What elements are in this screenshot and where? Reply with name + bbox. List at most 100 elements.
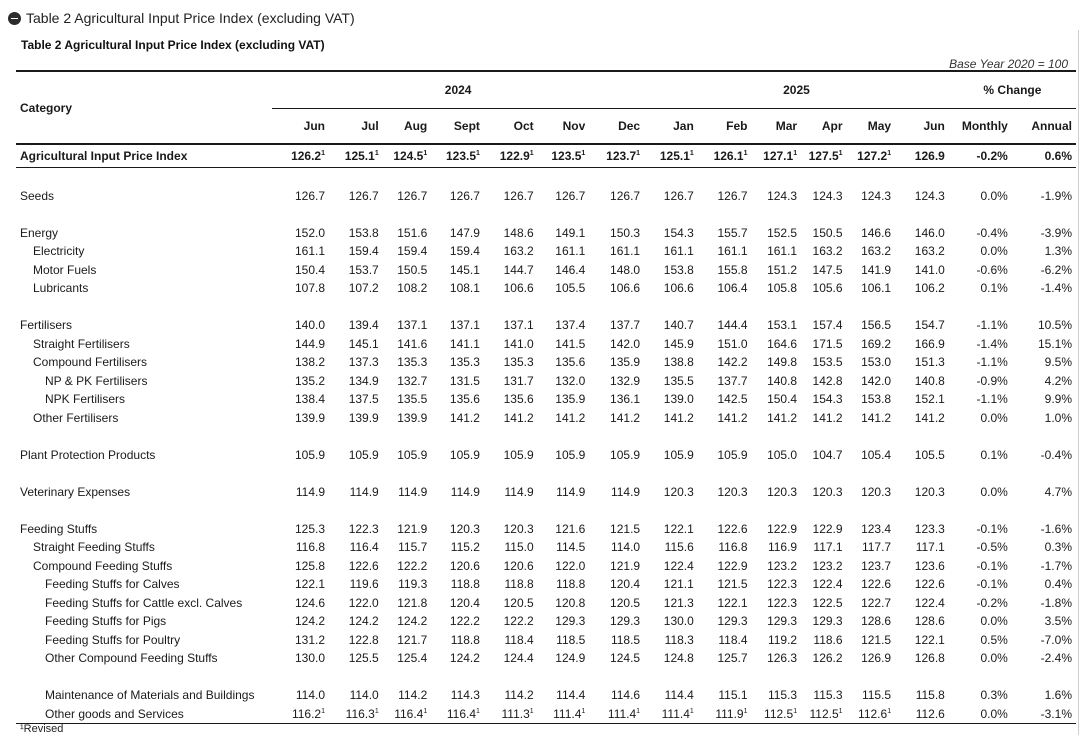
index-value: 123.7 — [861, 558, 892, 573]
index-value: 154.7 — [914, 318, 945, 333]
index-value: 132.9 — [610, 373, 641, 388]
index-value: 115.5 — [861, 688, 892, 703]
index-value: 123.2 — [812, 558, 843, 573]
index-value: 105.4 — [861, 447, 892, 462]
index-value: 126.7 — [348, 188, 379, 203]
index-value: 141.2 — [503, 410, 534, 425]
index-value: 124.9 — [555, 651, 586, 666]
index-value: 122.4 — [812, 577, 843, 592]
index-value: 140.8 — [914, 373, 945, 388]
index-value: 138.4 — [294, 392, 325, 407]
spacer-cell — [16, 427, 1076, 446]
index-value: 125.7 — [717, 651, 748, 666]
index-value: 116.41 — [382, 704, 432, 724]
index-value: 140.8 — [767, 373, 798, 388]
index-value: 141.2 — [610, 410, 641, 425]
index-value: 124.5 — [610, 651, 641, 666]
index-value: 122.2 — [503, 614, 534, 629]
index-value: 121.9 — [610, 558, 641, 573]
index-value: 121.7 — [397, 632, 428, 647]
index-value: 105.6 — [812, 281, 843, 296]
index-value: 108.1 — [449, 281, 480, 296]
spacer-cell — [16, 298, 1076, 317]
index-value: 137.1 — [397, 318, 428, 333]
table-row: Feeding Stuffs for Poultry 131.2 122.8 121.… — [16, 631, 1076, 650]
index-value: 124.3 — [861, 188, 892, 203]
month-header: Apr — [821, 119, 843, 133]
index-value: 122.8 — [348, 632, 379, 647]
annual-change: -0.4% — [1040, 447, 1072, 462]
index-value: 124.8 — [663, 651, 694, 666]
annual-change: 4.7% — [1044, 484, 1072, 499]
index-value: 120.3 — [861, 484, 892, 499]
monthly-header: Monthly — [961, 119, 1008, 133]
index-value: 135.6 — [449, 392, 480, 407]
collapse-icon[interactable] — [8, 11, 21, 25]
index-value: 126.7 — [610, 188, 641, 203]
index-value: 120.6 — [449, 558, 480, 573]
index-value: 107.2 — [348, 281, 379, 296]
table-row: Seeds 126.7 126.7 126.7 126.7 126.7 126.7 126.7… — [16, 187, 1076, 206]
index-value: 121.1 — [663, 577, 694, 592]
monthly-change: 0.0% — [980, 614, 1008, 629]
index-value: 114.0 — [610, 540, 641, 555]
index-value: 122.7 — [861, 595, 892, 610]
index-value: 114.4 — [556, 688, 586, 703]
index-value: 126.2 — [812, 651, 843, 666]
index-value: 122.9 — [717, 558, 748, 573]
index-value: 153.8 — [663, 262, 694, 277]
index-value: 120.3 — [503, 521, 534, 536]
index-value: 153.7 — [348, 262, 379, 277]
index-value: 131.7 — [503, 373, 534, 388]
panel-header[interactable]: Table 2 Agricultural Input Price Index (… — [8, 10, 355, 26]
index-value: 142.0 — [610, 336, 641, 351]
index-value: 105.9 — [663, 447, 694, 462]
index-value: 153.1 — [767, 318, 798, 333]
index-value: 118.8 — [504, 577, 534, 592]
index-value: 122.3 — [348, 521, 379, 536]
monthly-change: 0.0% — [980, 188, 1008, 203]
index-value: 114.9 — [504, 484, 534, 499]
index-value: 115.7 — [398, 540, 428, 555]
index-value: 119.2 — [767, 632, 798, 647]
index-value: 145.1 — [449, 262, 480, 277]
index-value: 124.51 — [382, 143, 432, 168]
index-value: 122.1 — [914, 632, 945, 647]
index-value: 120.3 — [812, 484, 843, 499]
index-value: 122.1 — [294, 577, 325, 592]
index-value: 125.8 — [294, 558, 325, 573]
index-value: 112.6 — [895, 704, 949, 724]
index-value: 124.2 — [348, 614, 379, 629]
annual-change: -3.1% — [1011, 704, 1076, 724]
index-value: 130.0 — [294, 651, 325, 666]
monthly-change: 0.5% — [980, 632, 1008, 647]
annual-change: -1.6% — [1040, 521, 1072, 536]
index-value: 122.1 — [663, 521, 694, 536]
index-value: 126.7 — [663, 188, 694, 203]
monthly-change: -1.1% — [976, 355, 1008, 370]
index-value: 122.6 — [914, 577, 945, 592]
index-value: 106.6 — [663, 281, 694, 296]
index-value: 115.1 — [718, 688, 748, 703]
index-value: 124.2 — [294, 614, 325, 629]
index-value: 118.8 — [556, 577, 586, 592]
index-value: 114.2 — [504, 688, 534, 703]
index-value: 139.9 — [348, 410, 379, 425]
row-label: Compound Fertilisers — [33, 355, 148, 370]
index-value: 141.2 — [717, 410, 748, 425]
index-value: 121.5 — [610, 521, 641, 536]
index-value: 135.9 — [610, 355, 641, 370]
index-value: 135.6 — [503, 392, 534, 407]
spacer-cell — [16, 168, 1076, 187]
index-value: 120.5 — [610, 595, 641, 610]
index-value: 150.5 — [812, 225, 843, 240]
index-value: 161.1 — [663, 244, 694, 259]
table-row: Electricity 161.1 159.4 159.4 159.4 163.2 161.… — [16, 242, 1076, 261]
month-header: Jun — [303, 119, 325, 133]
index-value: 124.6 — [294, 595, 325, 610]
index-value: 153.5 — [812, 355, 843, 370]
month-header: Mar — [775, 119, 798, 133]
index-value: 121.9 — [397, 521, 428, 536]
index-value: 150.3 — [610, 225, 641, 240]
index-value: 135.6 — [555, 355, 586, 370]
